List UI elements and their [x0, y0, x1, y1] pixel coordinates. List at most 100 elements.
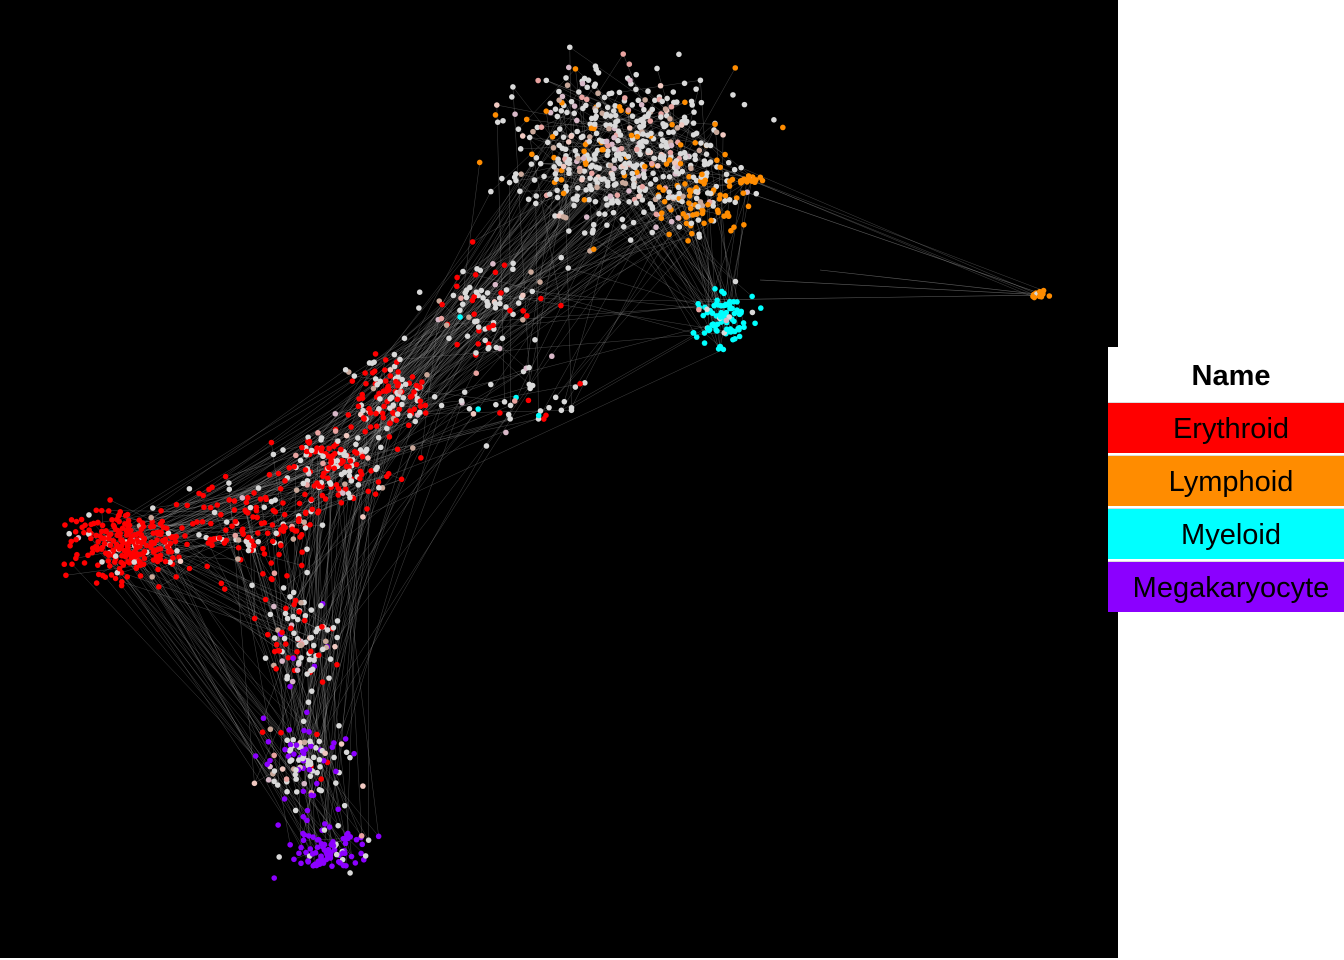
graph-node [457, 314, 463, 320]
graph-node [313, 862, 320, 869]
graph-node [558, 108, 565, 114]
graph-edge [480, 195, 641, 271]
graph-node [273, 530, 279, 537]
graph-node [287, 593, 293, 600]
graph-node [583, 161, 589, 167]
graph-node [620, 51, 627, 57]
graph-node [105, 508, 112, 514]
graph-edge [129, 562, 322, 858]
graph-edge [308, 448, 321, 761]
graph-node [299, 444, 305, 451]
graph-node [274, 782, 281, 788]
graph-node [533, 193, 540, 199]
graph-node [424, 372, 430, 378]
graph-edge [529, 163, 570, 385]
graph-node [179, 525, 185, 531]
graph-edge [101, 510, 247, 513]
graph-node [277, 485, 284, 492]
graph-node [695, 203, 701, 210]
graph-node [150, 549, 157, 555]
graph-edge [293, 385, 398, 605]
graph-node [391, 351, 398, 358]
graph-edge [597, 53, 624, 94]
graph-node [698, 99, 705, 106]
graph-node [571, 202, 577, 209]
graph-node [571, 103, 578, 109]
graph-edge [486, 192, 670, 447]
graph-node [335, 486, 342, 492]
graph-node [626, 160, 633, 166]
graph-node [494, 102, 500, 108]
graph-node [559, 145, 566, 152]
graph-node [708, 217, 714, 224]
graph-edge [324, 460, 351, 851]
graph-node [314, 769, 320, 776]
graph-node [517, 146, 524, 152]
graph-node [603, 196, 609, 202]
graph-node [566, 166, 572, 173]
graph-node [391, 363, 398, 370]
graph-node [573, 197, 580, 203]
graph-node [285, 753, 292, 760]
graph-node [284, 737, 291, 744]
graph-node [255, 530, 261, 536]
graph-node [709, 310, 716, 317]
graph-node [170, 555, 176, 561]
graph-node [592, 108, 599, 114]
graph-edge [139, 538, 292, 626]
graph-node [307, 738, 313, 745]
graph-node [652, 176, 659, 183]
graph-node [314, 445, 320, 451]
graph-node [518, 171, 524, 177]
legend-label-myeloid: Myeloid [1181, 519, 1281, 551]
graph-node [139, 539, 145, 546]
graph-node [633, 200, 639, 206]
graph-node [258, 520, 265, 527]
graph-node [715, 209, 722, 216]
graph-node [66, 530, 72, 537]
graph-edge [135, 534, 297, 780]
graph-edge [666, 123, 716, 165]
graph-node [98, 546, 105, 552]
graph-edge [127, 547, 352, 857]
graph-node [313, 628, 319, 635]
graph-node [438, 315, 445, 322]
graph-edge [610, 115, 717, 304]
graph-edge [296, 408, 479, 652]
graph-node [86, 527, 92, 533]
graph-node [690, 212, 696, 218]
graph-node [475, 406, 482, 412]
graph-node [609, 141, 615, 148]
graph-node [372, 491, 379, 497]
graph-node [703, 151, 710, 157]
graph-node [670, 89, 677, 95]
graph-node [174, 548, 180, 554]
graph-node [111, 559, 118, 565]
graph-edge [559, 128, 600, 169]
graph-edge [696, 133, 747, 182]
graph-node [534, 124, 541, 131]
graph-edge [95, 392, 398, 547]
graph-edge [303, 522, 339, 810]
graph-edge [372, 128, 560, 373]
graph-node [589, 162, 595, 169]
graph-node [736, 333, 743, 340]
graph-edge [302, 447, 414, 759]
graph-node [306, 656, 313, 663]
graph-edge [165, 539, 317, 866]
graph-node [583, 102, 589, 109]
graph-edge [389, 140, 644, 424]
graph-node [515, 126, 522, 132]
graph-node [664, 95, 670, 102]
graph-node [511, 398, 518, 404]
graph-node [643, 138, 649, 145]
graph-node [604, 142, 611, 149]
graph-edge [152, 542, 320, 742]
graph-edge [225, 450, 312, 531]
graph-node [606, 125, 612, 132]
graph-node [500, 117, 506, 124]
graph-edge [387, 165, 624, 389]
graph-node [630, 219, 637, 226]
graph-node [535, 412, 542, 419]
graph-node [581, 168, 588, 174]
